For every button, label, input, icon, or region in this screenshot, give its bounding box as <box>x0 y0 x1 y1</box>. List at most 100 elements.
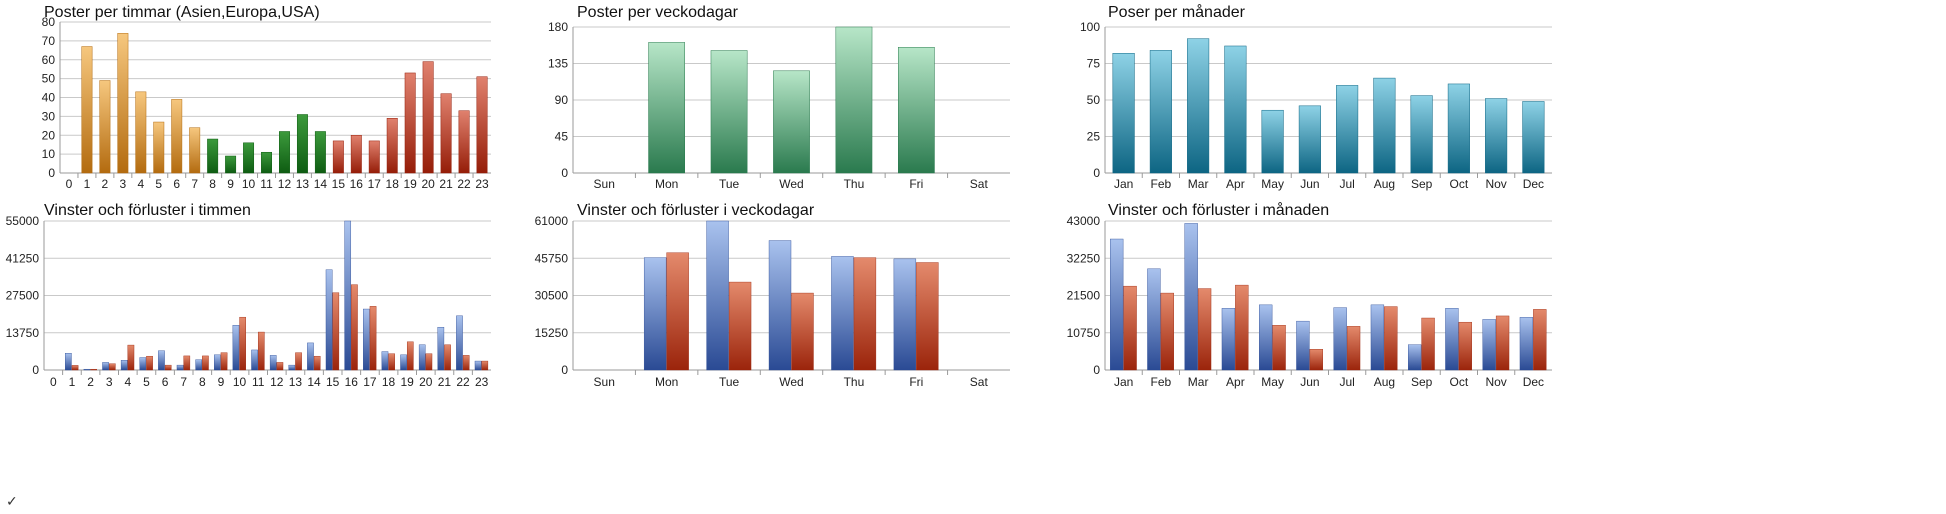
x-tick-label: Aug <box>1374 375 1395 389</box>
bar-s1-15 <box>325 269 333 371</box>
y-tick-label: 27500 <box>6 289 40 303</box>
x-tick-label: 10 <box>233 375 247 389</box>
chart-hours-posts: Poster per timmar (Asien,Europa,USA) 0 10 2… <box>42 4 491 191</box>
bar-10 <box>243 142 255 174</box>
bar-may <box>1261 109 1284 174</box>
bar-s1-1 <box>65 353 72 371</box>
x-tick-label: 22 <box>456 375 470 389</box>
x-tick-label: 0 <box>50 375 57 389</box>
bar-aug <box>1373 77 1396 174</box>
bar-s1-jun <box>1296 320 1310 371</box>
bar-s1-jan <box>1110 238 1124 371</box>
y-tick-label: 13750 <box>6 326 40 340</box>
bar-s2-19 <box>406 341 414 371</box>
y-tick-label: 0 <box>561 166 568 180</box>
bar-s1-19 <box>400 354 407 371</box>
chart-weekday-winloss: Vinster och förluster i veckodagar 0 15250… <box>535 202 1010 389</box>
bar-6 <box>171 99 183 174</box>
bar-s1-mon <box>643 257 667 371</box>
chart-title: Poster per timmar (Asien,Europa,USA) <box>44 4 320 21</box>
y-tick-label: 10 <box>42 147 56 161</box>
x-tick-label: 9 <box>227 177 234 191</box>
y-tick-label: 25 <box>1087 130 1101 144</box>
x-tick-label: Oct <box>1450 177 1469 191</box>
x-tick-label: May <box>1261 375 1284 389</box>
x-tick-label: 0 <box>66 177 73 191</box>
bar-s1-aug <box>1370 304 1385 371</box>
bar-thu <box>835 26 873 174</box>
bar-s2-16 <box>351 284 358 371</box>
bar-s1-9 <box>214 354 221 371</box>
x-tick-label: 16 <box>345 375 359 389</box>
bar-s2-nov <box>1495 315 1510 371</box>
bar-2 <box>99 80 111 174</box>
bar-s1-nov <box>1482 319 1496 371</box>
x-tick-label: 21 <box>438 375 452 389</box>
x-tick-label: Wed <box>779 375 803 389</box>
bar-s2-10 <box>239 316 246 371</box>
chart-title: Poser per månader <box>1108 3 1246 21</box>
bar-s2-12 <box>276 362 284 371</box>
check-mark-icon: ✓ <box>6 493 18 509</box>
bar-s1-sep <box>1408 344 1422 371</box>
y-tick-label: 40 <box>42 91 56 105</box>
y-tick-label: 55000 <box>6 214 40 228</box>
bar-s1-apr <box>1221 308 1236 371</box>
x-tick-label: 18 <box>386 177 400 191</box>
x-tick-label: 13 <box>289 375 303 389</box>
bar-s1-10 <box>232 325 240 371</box>
bar-fri <box>898 47 935 174</box>
bar-s1-8 <box>195 359 203 371</box>
x-tick-label: Wed <box>779 177 803 191</box>
chart-month-posts: Poser per månader 0 25 50 75 100 Jan Feb Mar Apr M… <box>1080 3 1552 191</box>
bar-s2-18 <box>388 353 395 371</box>
chart-hours-winloss: Vinster och förluster i timmen0137502750… <box>6 202 491 389</box>
x-tick-label: Jul <box>1339 177 1354 191</box>
bar-s1-7 <box>176 364 184 371</box>
x-tick-label: Mon <box>655 375 678 389</box>
x-tick-label: 6 <box>173 177 180 191</box>
y-tick-label: 21500 <box>1067 289 1101 303</box>
bar-15 <box>332 140 344 174</box>
x-tick-label: 6 <box>162 375 169 389</box>
y-tick-label: 61000 <box>535 214 569 228</box>
bar-s1-dec <box>1519 317 1534 371</box>
bar-17 <box>368 140 380 174</box>
y-tick-label: 70 <box>42 34 56 48</box>
x-tick-label: Sep <box>1411 177 1433 191</box>
bar-s1-thu <box>831 256 854 371</box>
x-tick-label: Fri <box>909 375 923 389</box>
bar-s1-20 <box>418 344 426 371</box>
bar-s1-fri <box>893 258 917 371</box>
bar-5 <box>153 121 165 174</box>
bar-s2-20 <box>425 353 433 371</box>
bar-s1-22 <box>456 315 463 371</box>
x-tick-label: 15 <box>332 177 346 191</box>
bar-s2-mon <box>666 252 689 371</box>
bar-oct <box>1447 83 1470 174</box>
x-tick-label: 11 <box>252 375 265 389</box>
bar-s1-tue <box>706 220 729 371</box>
bar-s1-4 <box>120 360 128 371</box>
bar-s2-21 <box>444 344 451 371</box>
x-tick-label: 2 <box>102 177 109 191</box>
x-tick-label: 5 <box>143 375 150 389</box>
bar-mar <box>1187 38 1210 174</box>
bar-s2-sep <box>1421 317 1435 371</box>
x-tick-label: 12 <box>278 177 292 191</box>
y-tick-label: 0 <box>1093 166 1100 180</box>
bar-s2-17 <box>369 306 377 371</box>
bar-jul <box>1336 85 1359 174</box>
y-tick-label: 0 <box>48 166 55 180</box>
bar-sep <box>1410 95 1433 174</box>
chart-title: Vinster och förluster i veckodagar <box>577 202 815 219</box>
bar-7 <box>189 127 201 174</box>
x-tick-label: Jan <box>1114 375 1133 389</box>
y-tick-label: 15250 <box>535 326 569 340</box>
bar-s2-3 <box>108 363 116 371</box>
x-tick-label: Mar <box>1188 375 1209 389</box>
bar-s2-aug <box>1384 306 1398 371</box>
bar-jan <box>1112 53 1135 174</box>
y-tick-label: 30 <box>42 109 56 123</box>
x-tick-label: Dec <box>1523 375 1544 389</box>
